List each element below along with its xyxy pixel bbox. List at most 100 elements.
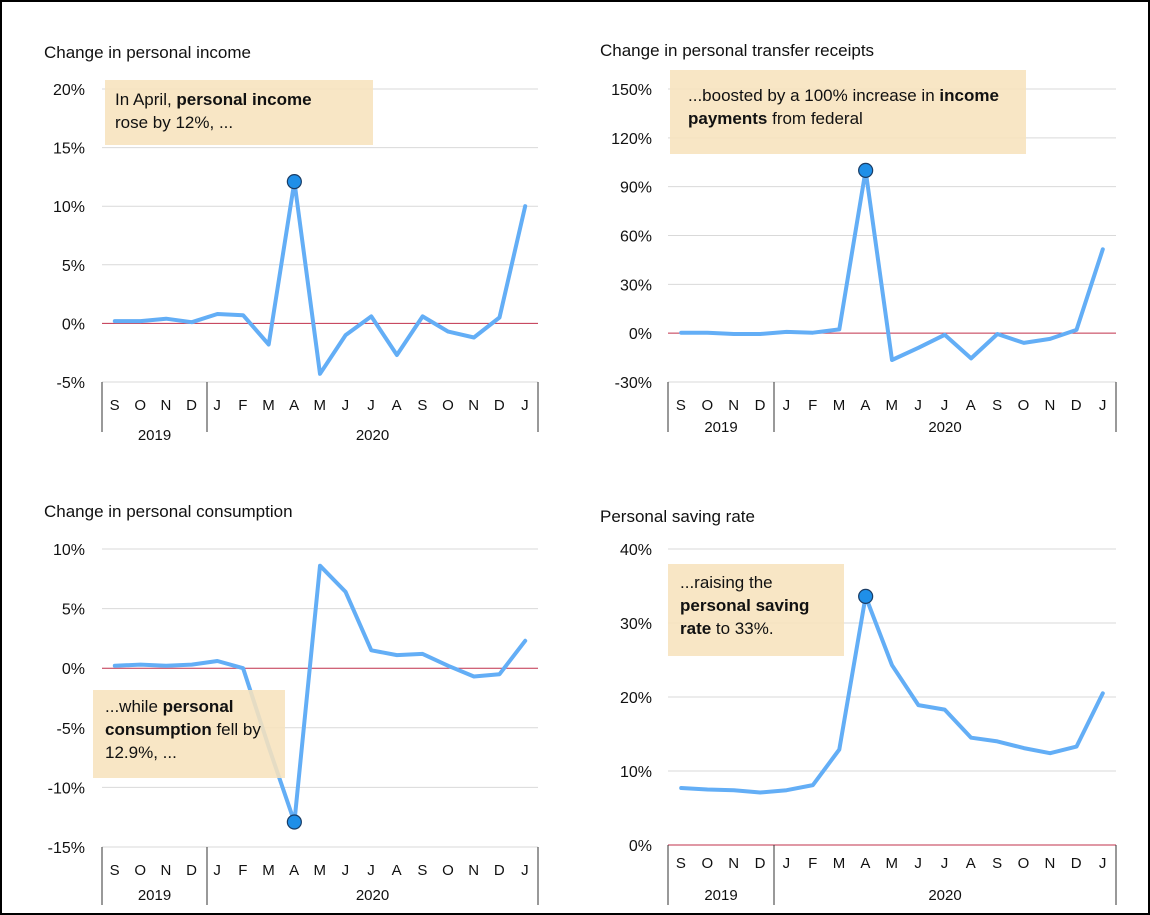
x-tick-label: J bbox=[941, 397, 949, 414]
annotation-bold-text: personal consumption bbox=[105, 697, 234, 739]
x-tick-label: F bbox=[238, 397, 248, 414]
data-point bbox=[758, 332, 762, 336]
x-tick-label: O bbox=[134, 397, 146, 414]
x-tick-label: A bbox=[392, 397, 403, 414]
data-point bbox=[215, 659, 219, 663]
y-tick-label: 0% bbox=[629, 326, 652, 343]
data-point bbox=[995, 739, 999, 743]
series-line bbox=[679, 168, 1105, 362]
x-tick-label: O bbox=[134, 862, 146, 879]
data-point bbox=[943, 333, 947, 337]
x-tick-label: N bbox=[468, 397, 479, 414]
data-point bbox=[318, 372, 322, 376]
x-tick-label: S bbox=[676, 397, 687, 414]
x-tick-label: N bbox=[160, 862, 171, 879]
data-point bbox=[679, 786, 683, 790]
x-tick-label: F bbox=[808, 397, 818, 414]
highlight-point bbox=[286, 173, 302, 190]
x-tick-label: A bbox=[966, 855, 977, 872]
y-tick-label: 20% bbox=[53, 82, 85, 99]
y-tick-label: 15% bbox=[53, 141, 85, 158]
year-label: 2020 bbox=[928, 887, 961, 904]
x-tick-label: A bbox=[860, 397, 871, 414]
data-point bbox=[241, 666, 245, 670]
data-point bbox=[498, 316, 502, 320]
x-tick-label: N bbox=[1044, 397, 1055, 414]
highlight-point bbox=[858, 588, 874, 604]
chart-title: Personal saving rate bbox=[600, 507, 755, 526]
x-tick-label: J bbox=[521, 862, 529, 879]
x-tick-label: D bbox=[1071, 855, 1082, 872]
data-point bbox=[811, 331, 815, 335]
x-tick-label: J bbox=[783, 855, 791, 872]
y-tick-label: 5% bbox=[62, 258, 85, 275]
x-tick-label: O bbox=[442, 862, 454, 879]
y-tick-label: -5% bbox=[57, 375, 85, 392]
x-tick-label: O bbox=[442, 397, 454, 414]
x-tick-label: S bbox=[992, 855, 1003, 872]
data-point bbox=[1048, 337, 1052, 341]
x-tick-label: D bbox=[494, 862, 505, 879]
y-tick-label: -10% bbox=[48, 780, 85, 797]
data-point bbox=[215, 312, 219, 316]
x-tick-label: J bbox=[342, 862, 350, 879]
data-point bbox=[969, 356, 973, 360]
data-point bbox=[344, 333, 348, 337]
x-tick-label: A bbox=[289, 397, 300, 414]
annotation-bold-text: personal saving rate bbox=[680, 596, 810, 638]
y-tick-label: 120% bbox=[611, 131, 652, 148]
x-tick-label: F bbox=[238, 862, 248, 879]
x-tick-label: N bbox=[468, 862, 479, 879]
y-tick-label: 30% bbox=[620, 277, 652, 294]
x-tick-label: D bbox=[755, 855, 766, 872]
x-tick-label: M bbox=[833, 855, 846, 872]
data-point bbox=[523, 639, 527, 643]
x-tick-label: N bbox=[728, 855, 739, 872]
data-point bbox=[758, 790, 762, 794]
annotation-bold-text: personal income bbox=[176, 90, 312, 109]
data-point bbox=[369, 314, 373, 318]
data-point bbox=[837, 748, 841, 752]
x-tick-label: M bbox=[833, 397, 846, 414]
chart-2: Change in personal transfer receipts 150%… bbox=[600, 41, 1117, 436]
data-point bbox=[138, 663, 142, 667]
y-tick-label: 5% bbox=[62, 602, 85, 619]
data-point bbox=[1101, 691, 1105, 695]
year-label: 2020 bbox=[928, 419, 961, 436]
data-point bbox=[190, 320, 194, 324]
data-point bbox=[890, 358, 894, 362]
annotation-personal-consumption: ...while personal consumption fell by 12… bbox=[93, 690, 285, 778]
x-tick-label: J bbox=[213, 862, 221, 879]
data-point bbox=[1101, 247, 1105, 251]
x-tick-label: J bbox=[367, 862, 375, 879]
year-label: 2019 bbox=[138, 427, 171, 444]
year-label: 2019 bbox=[704, 887, 737, 904]
series-line bbox=[679, 594, 1105, 795]
x-tick-label: D bbox=[186, 397, 197, 414]
year-label: 2019 bbox=[704, 419, 737, 436]
x-tick-label: N bbox=[1044, 855, 1055, 872]
data-point bbox=[916, 703, 920, 707]
data-point bbox=[344, 590, 348, 594]
x-tick-label: J bbox=[914, 855, 922, 872]
y-tick-label: 10% bbox=[620, 764, 652, 781]
data-point bbox=[969, 736, 973, 740]
x-tick-label: O bbox=[1018, 855, 1030, 872]
y-tick-label: 150% bbox=[611, 82, 652, 99]
y-tick-label: 30% bbox=[620, 616, 652, 633]
x-tick-label: J bbox=[1099, 397, 1107, 414]
x-tick-label: N bbox=[160, 397, 171, 414]
data-point bbox=[498, 672, 502, 676]
x-tick-label: D bbox=[755, 397, 766, 414]
x-tick-label: M bbox=[886, 397, 899, 414]
x-tick-label: J bbox=[521, 397, 529, 414]
data-point bbox=[837, 327, 841, 331]
x-tick-label: F bbox=[808, 855, 818, 872]
data-point bbox=[916, 346, 920, 350]
data-point bbox=[190, 663, 194, 667]
chart-title: Change in personal consumption bbox=[44, 502, 293, 521]
data-point bbox=[369, 648, 373, 652]
data-point bbox=[1022, 341, 1026, 345]
data-point bbox=[1048, 751, 1052, 755]
